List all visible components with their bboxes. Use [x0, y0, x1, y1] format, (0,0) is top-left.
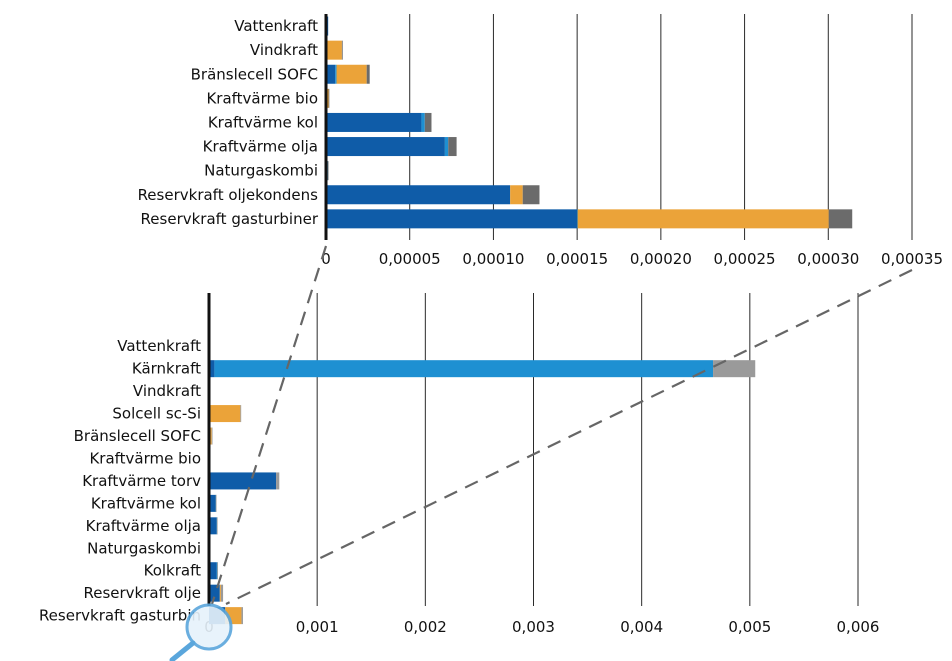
bar-segment: [328, 88, 330, 108]
x-tick-label: 0,001: [296, 618, 339, 636]
x-tick-label: 0,002: [404, 618, 447, 636]
category-label: Kärnkraft: [132, 360, 201, 378]
bar-segment: [219, 584, 221, 602]
bar-segment: [209, 494, 216, 512]
bar-segment: [522, 185, 540, 205]
bar-segment: [220, 584, 224, 602]
chart-bottom: 00,0010,0020,0030,0040,0050,006Vattenkra…: [39, 293, 880, 636]
bar-segment: [336, 64, 367, 84]
bar-segment: [326, 64, 336, 84]
zoom-connector-line: [225, 269, 913, 605]
category-label: Naturgaskombi: [204, 162, 318, 180]
category-label: Solcell sc-Si: [112, 405, 201, 423]
x-tick-label: 0,003: [512, 618, 555, 636]
bar-segment: [209, 562, 217, 580]
category-label: Kolkraft: [144, 562, 201, 580]
bar-segment: [216, 562, 218, 580]
bar-segment: [216, 517, 218, 535]
bar-segment: [241, 607, 243, 625]
category-label: Reservkraft gasturbiner: [141, 210, 319, 228]
x-tick-label: 0,00010: [462, 250, 524, 268]
bar-segment: [209, 517, 217, 535]
bar-segment: [366, 64, 370, 84]
bar-segment: [214, 360, 714, 378]
bar-segment: [326, 185, 511, 205]
category-label: Kraftvärme olja: [86, 517, 201, 535]
category-label: Reservkraft gasturbin: [39, 607, 201, 625]
category-label: Kraftvärme bio: [89, 449, 201, 467]
category-label: Kraftvärme olja: [203, 138, 318, 156]
bar-segment: [341, 40, 343, 60]
x-tick-label: 0,00020: [630, 250, 692, 268]
category-label: Reservkraft oljekondens: [138, 186, 319, 204]
chart-top: 0 0,00005 0,00010 0,00015 0,00020 0,00025 0,00…: [138, 14, 943, 268]
bar-segment: [209, 405, 241, 423]
x-tick-label: 0,005: [728, 618, 771, 636]
bar-segment: [209, 427, 212, 445]
category-label: Kraftvärme kol: [208, 113, 318, 131]
category-label: Bränslecell SOFC: [191, 65, 318, 83]
category-label: Vattenkraft: [117, 337, 201, 355]
category-label: Vindkraft: [250, 41, 318, 59]
bar-segment: [448, 137, 457, 157]
bar-segment: [211, 427, 213, 445]
bar-segment: [209, 472, 277, 490]
bar-segment: [577, 209, 829, 229]
category-label: Bränslecell SOFC: [74, 427, 201, 445]
x-tick-label: 0,00035: [881, 250, 943, 268]
category-label: Naturgaskombi: [87, 539, 201, 557]
bar-segment: [577, 209, 578, 229]
bar-segment: [326, 112, 422, 132]
bar-segment: [276, 472, 280, 490]
x-tick-label: 0,006: [837, 618, 880, 636]
bar-segment: [444, 137, 449, 157]
zoom-connector-line: [210, 245, 328, 605]
bar-segment: [713, 360, 756, 378]
bar-segment: [326, 137, 445, 157]
x-tick-label: 0,00005: [379, 250, 441, 268]
bar-segment: [240, 405, 242, 423]
magnifier-handle: [169, 640, 196, 661]
bar-segment: [421, 112, 425, 132]
bar-segment: [510, 185, 523, 205]
bar-segment: [335, 64, 337, 84]
category-label: Kraftvärme torv: [82, 472, 201, 490]
bar-segment: [327, 161, 329, 181]
category-label: Vattenkraft: [234, 17, 318, 35]
x-tick-label: 0: [321, 250, 331, 268]
bar-segment: [209, 360, 215, 378]
x-tick-label: 0,004: [620, 618, 663, 636]
x-tick-label: 0,00030: [797, 250, 859, 268]
bar-segment: [217, 562, 219, 580]
bar-segment: [424, 112, 432, 132]
x-tick-label: 0,00025: [714, 250, 776, 268]
bar-segment: [828, 209, 853, 229]
category-label: Kraftvärme bio: [206, 89, 318, 107]
category-label: Reservkraft olje: [83, 584, 201, 602]
bar-segment: [326, 209, 578, 229]
bar-segment: [209, 584, 220, 602]
magnifier-icon: [185, 603, 233, 651]
category-label: Kraftvärme kol: [91, 494, 201, 512]
category-label: Vindkraft: [133, 382, 201, 400]
bar-segment: [215, 494, 217, 512]
x-tick-label: 0,00015: [546, 250, 608, 268]
bar-segment: [326, 40, 342, 60]
